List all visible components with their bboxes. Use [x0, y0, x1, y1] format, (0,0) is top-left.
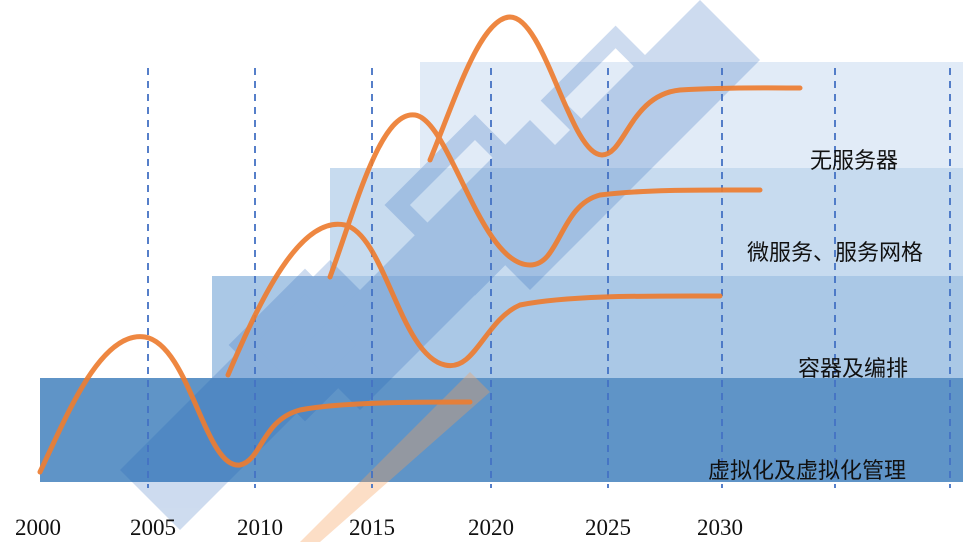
band-label-microservices-mesh: 微服务、服务网格	[747, 241, 923, 266]
bands	[40, 62, 963, 482]
band-label-containers: 容器及编排	[798, 357, 908, 382]
gridlines	[147, 68, 951, 488]
curves	[37, 14, 803, 475]
year-label-2015: 2015	[349, 515, 395, 540]
year-label-2030: 2030	[697, 515, 743, 540]
band-label-virtualization: 虚拟化及虚拟化管理	[708, 459, 906, 484]
year-label-2010: 2010	[237, 515, 283, 540]
curve-microservices	[327, 112, 763, 280]
year-axis: 2000 2005 2010 2015 2020 2025 2030	[15, 515, 743, 540]
year-label-2000: 2000	[15, 515, 61, 540]
watermark-accent	[300, 372, 490, 542]
year-label-2005: 2005	[130, 515, 176, 540]
year-label-2025: 2025	[585, 515, 631, 540]
band-label-serverless: 无服务器	[810, 149, 898, 174]
curve-virtualization	[37, 334, 473, 475]
year-label-2020: 2020	[468, 515, 514, 540]
curve-serverless	[427, 14, 803, 163]
curve-containers	[225, 221, 723, 378]
